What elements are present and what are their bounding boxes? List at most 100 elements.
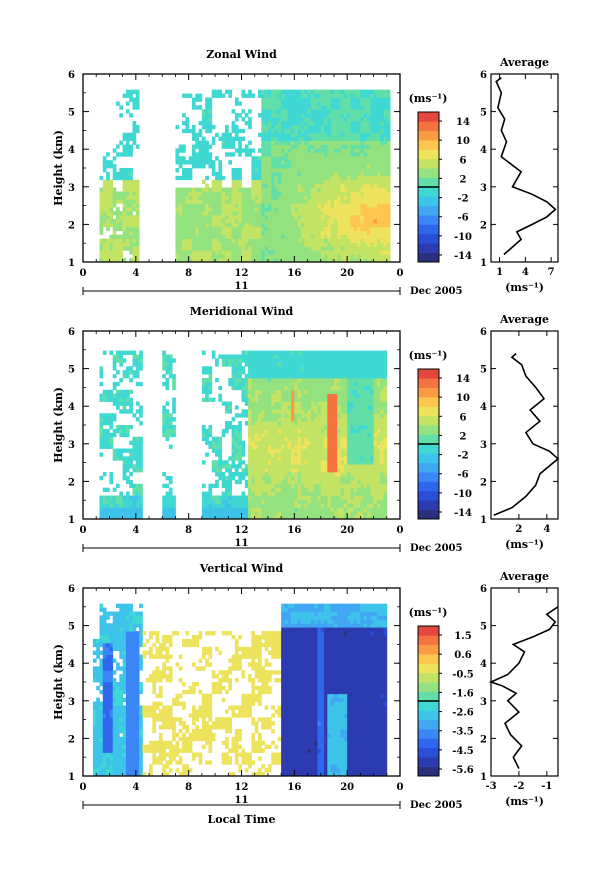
heatmap-cell: [215, 156, 219, 161]
heatmap-cell: [337, 515, 341, 520]
heatmap-cell: [347, 491, 351, 496]
heatmap-cell: [281, 128, 285, 134]
heatmap-cell: [310, 128, 315, 134]
heatmap-cell: [271, 191, 275, 196]
heatmap-cell: [258, 495, 262, 500]
heatmap-cell: [198, 218, 203, 224]
heatmap-cell: [201, 215, 206, 220]
heatmap-cell: [218, 215, 223, 220]
heatmap-cell: [267, 362, 272, 367]
heatmap-cell: [175, 238, 180, 243]
heatmap-cell: [380, 128, 384, 134]
heatmap-cell: [327, 160, 332, 165]
heatmap-cell: [224, 354, 229, 359]
heatmap-cell: [380, 136, 384, 141]
heatmap-cell: [284, 148, 289, 153]
heatmap-cell: [267, 109, 272, 114]
heatmap-cell: [267, 397, 272, 402]
heatmap-cell: [314, 413, 318, 418]
heatmap-cell: [353, 238, 358, 243]
heatmap-cell: [330, 199, 335, 204]
heatmap-cell: [310, 425, 315, 430]
heatmap-cell: [297, 128, 302, 134]
heatmap-cell: [297, 409, 302, 414]
heatmap-cell: [198, 254, 203, 259]
heatmap-cell: [221, 203, 226, 208]
heatmap-cell: [353, 211, 358, 216]
heatmap-cell: [178, 203, 183, 208]
heatmap-cell: [294, 366, 299, 371]
heatmap-cell: [373, 117, 378, 122]
heatmap-cell: [125, 350, 130, 355]
heatmap-cell: [310, 140, 315, 145]
heatmap-cell: [261, 97, 266, 102]
heatmap-cell: [337, 124, 341, 130]
heatmap-cell: [228, 132, 232, 138]
heatmap-cell: [258, 183, 262, 188]
heatmap-cell: [373, 222, 378, 228]
heatmap-cell: [324, 191, 328, 196]
heatmap-cell: [357, 479, 361, 485]
heatmap-cell: [366, 109, 371, 114]
heatmap-cell: [267, 428, 272, 434]
heatmap-cell: [383, 203, 388, 208]
heatmap-cell: [251, 250, 256, 255]
heatmap-cell: [244, 113, 249, 118]
heatmap-cell: [224, 230, 229, 235]
heatmap-cell: [327, 491, 332, 496]
heatmap-cell: [304, 258, 308, 263]
heatmap-cell: [241, 93, 246, 98]
heatmap-cell: [363, 254, 368, 259]
heatmap-cell: [208, 440, 213, 445]
heatmap-cell: [162, 428, 166, 434]
heatmap-cell: [102, 350, 107, 355]
heatmap-cell: [218, 160, 223, 165]
heatmap-cell: [267, 144, 272, 149]
heatmap-cell: [248, 479, 252, 485]
heatmap-cell: [198, 187, 203, 192]
heatmap-cell: [317, 89, 322, 94]
heatmap-cell: [224, 479, 229, 485]
heatmap-cell: [320, 440, 325, 445]
heatmap-cell: [244, 203, 249, 208]
heatmap-cell: [327, 238, 332, 243]
heatmap-cell: [264, 413, 269, 418]
heatmap-cell: [258, 164, 262, 169]
heatmap-cell: [274, 258, 279, 263]
heatmap-cell: [340, 199, 345, 204]
heatmap-cell: [357, 101, 361, 106]
heatmap-cell: [122, 258, 127, 263]
heatmap-cell: [132, 97, 137, 102]
heatmap-cell: [221, 132, 226, 138]
heatmap-cell: [175, 148, 180, 153]
heatmap-cell: [224, 199, 229, 204]
heatmap-cell: [281, 148, 285, 153]
heatmap-cell: [340, 222, 345, 228]
heatmap-cell: [366, 121, 371, 126]
heatmap-cell: [116, 393, 120, 398]
heatmap-cell: [343, 378, 348, 383]
heatmap-cell: [228, 89, 232, 94]
heatmap-cell: [310, 397, 315, 402]
heatmap-cell: [201, 436, 206, 442]
heatmap-cell: [284, 187, 289, 192]
heatmap-cell: [310, 117, 315, 122]
heatmap-cell: [353, 362, 358, 367]
heatmap-cell: [201, 511, 206, 516]
heatmap-cell: [244, 218, 249, 224]
heatmap-cell: [314, 246, 318, 251]
heatmap-cell: [129, 495, 133, 500]
heatmap-cell: [205, 195, 209, 200]
heatmap-cell: [248, 203, 252, 208]
heatmap-cell: [125, 132, 130, 138]
heatmap-cell: [102, 191, 107, 196]
heatmap-cell: [241, 350, 246, 355]
heatmap-cell: [231, 242, 236, 247]
heatmap-cell: [248, 215, 252, 220]
heatmap-cell: [380, 117, 384, 122]
heatmap-cell: [307, 436, 312, 442]
heatmap-cell: [195, 144, 199, 149]
heatmap-cell: [99, 475, 104, 481]
heatmap-cell: [327, 393, 332, 398]
heatmap-cell: [366, 211, 371, 216]
